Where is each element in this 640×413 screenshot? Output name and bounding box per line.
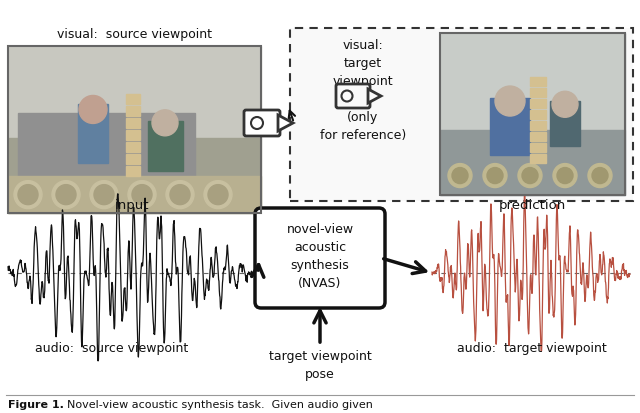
Bar	[18, 114, 195, 180]
Bar	[126, 155, 140, 165]
Bar	[8, 47, 261, 138]
Bar	[530, 154, 546, 163]
Circle shape	[166, 181, 194, 209]
Bar	[530, 143, 546, 152]
Bar	[8, 138, 261, 214]
Bar	[126, 107, 140, 117]
FancyBboxPatch shape	[336, 85, 370, 109]
Text: (only
for reference): (only for reference)	[320, 111, 406, 142]
Circle shape	[94, 185, 114, 205]
Circle shape	[448, 164, 472, 188]
Circle shape	[132, 185, 152, 205]
Bar	[8, 177, 261, 214]
Circle shape	[52, 181, 80, 209]
Circle shape	[56, 185, 76, 205]
Bar	[530, 121, 546, 130]
Bar	[490, 99, 530, 155]
Circle shape	[483, 164, 507, 188]
Circle shape	[208, 185, 228, 205]
Bar	[148, 122, 183, 172]
Polygon shape	[278, 116, 293, 132]
FancyBboxPatch shape	[290, 29, 633, 202]
FancyBboxPatch shape	[244, 111, 280, 137]
Circle shape	[204, 181, 232, 209]
Circle shape	[342, 91, 353, 102]
Circle shape	[18, 185, 38, 205]
Text: Novel-view acoustic synthesis task.  Given audio given: Novel-view acoustic synthesis task. Give…	[60, 399, 373, 409]
Bar	[550, 102, 580, 147]
Circle shape	[487, 168, 503, 184]
Circle shape	[552, 92, 578, 118]
Circle shape	[588, 164, 612, 188]
Text: input: input	[115, 199, 149, 211]
Bar	[530, 110, 546, 119]
Text: prediction: prediction	[499, 199, 566, 211]
Circle shape	[553, 164, 577, 188]
Circle shape	[79, 96, 107, 124]
Bar	[126, 95, 140, 105]
Circle shape	[522, 168, 538, 184]
Text: audio:  source viewpoint: audio: source viewpoint	[35, 341, 189, 354]
Text: visual:
target
viewpoint: visual: target viewpoint	[333, 39, 394, 88]
Bar	[440, 131, 625, 195]
Bar	[530, 100, 546, 108]
Bar	[440, 34, 625, 131]
Circle shape	[592, 168, 608, 184]
Polygon shape	[368, 90, 381, 104]
Bar	[126, 131, 140, 141]
Circle shape	[152, 111, 178, 136]
Circle shape	[557, 168, 573, 184]
Bar	[530, 132, 546, 141]
Text: Figure 1.: Figure 1.	[8, 399, 64, 409]
Text: audio:  target viewpoint: audio: target viewpoint	[457, 341, 607, 354]
Text: target viewpoint
pose: target viewpoint pose	[269, 349, 371, 380]
Bar	[530, 88, 546, 97]
Circle shape	[518, 164, 542, 188]
Circle shape	[128, 181, 156, 209]
Circle shape	[495, 87, 525, 117]
Bar	[78, 105, 108, 164]
Text: novel-view
acoustic
synthesis
(NVAS): novel-view acoustic synthesis (NVAS)	[287, 223, 353, 290]
FancyBboxPatch shape	[255, 209, 385, 308]
Circle shape	[14, 181, 42, 209]
Text: visual:  source viewpoint: visual: source viewpoint	[57, 28, 212, 41]
Circle shape	[90, 181, 118, 209]
Circle shape	[251, 118, 263, 130]
Circle shape	[452, 168, 468, 184]
Circle shape	[170, 185, 190, 205]
Bar	[440, 34, 625, 195]
Bar	[126, 119, 140, 129]
Bar	[530, 77, 546, 86]
Bar	[126, 167, 140, 177]
Bar	[126, 143, 140, 153]
